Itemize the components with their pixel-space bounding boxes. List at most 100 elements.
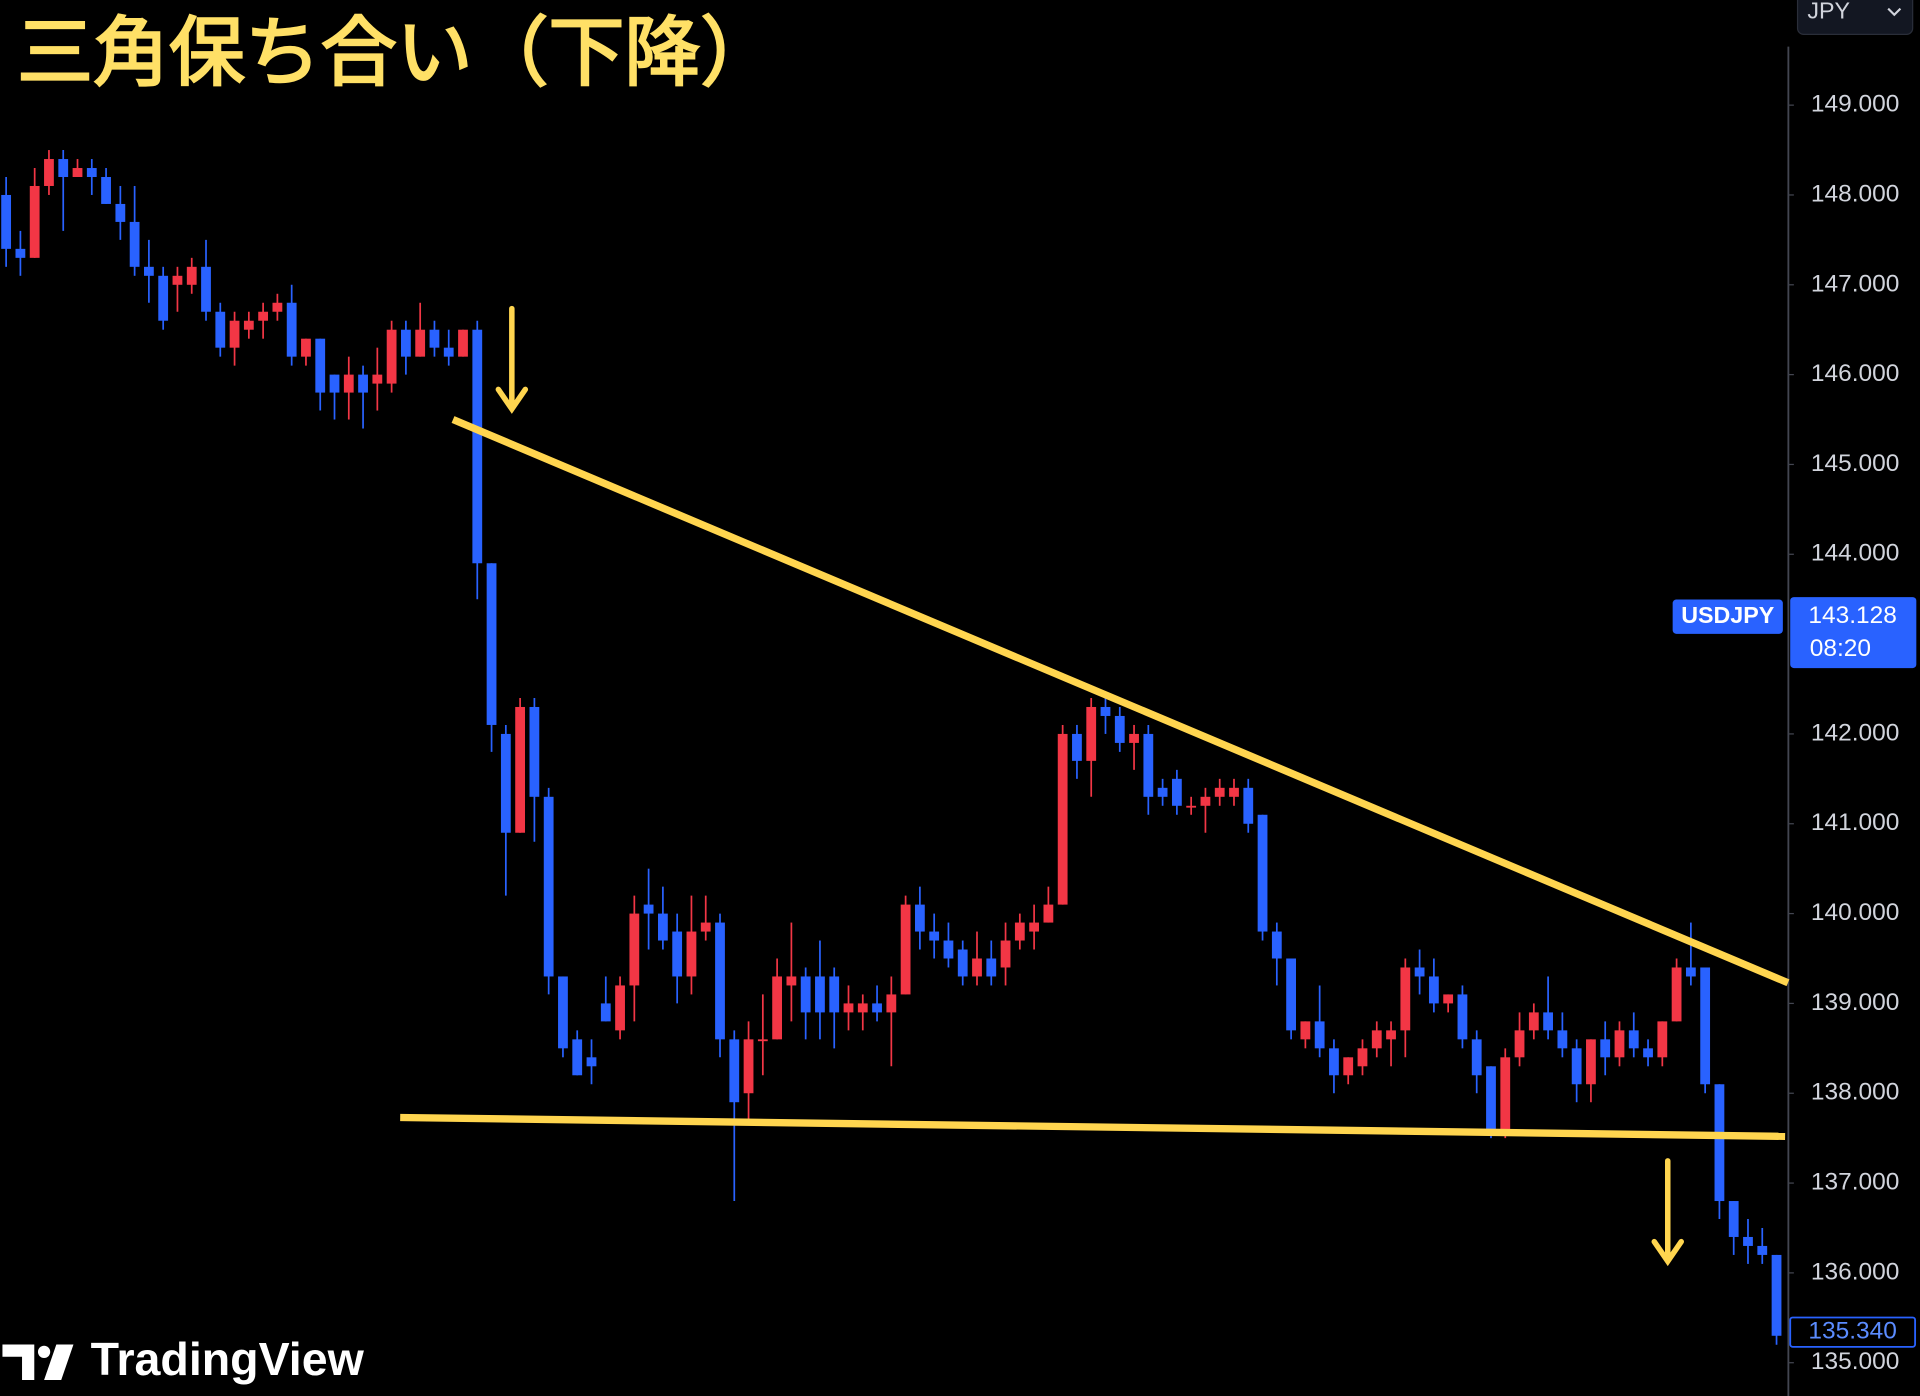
candle-body [1743, 1236, 1753, 1246]
candle-body [29, 185, 40, 258]
candle-body [872, 1003, 882, 1013]
candle-body [1500, 1057, 1511, 1130]
arrow [495, 305, 529, 414]
candle-body [1543, 1012, 1553, 1031]
candle-body [1057, 733, 1068, 905]
candle-body [1200, 796, 1211, 806]
candle-body [1657, 1021, 1668, 1058]
candle-body [1457, 994, 1468, 1040]
candle-body [600, 1003, 611, 1022]
candle-body [386, 329, 397, 384]
candle-body [772, 976, 783, 1040]
candle-body [1757, 1245, 1768, 1255]
candle-body [1586, 1039, 1596, 1085]
y-tick-label: 138.000 [1811, 1079, 1899, 1106]
y-tick-label: 137.000 [1811, 1169, 1899, 1196]
candle-body [729, 1039, 740, 1103]
candle-body [1086, 706, 1097, 761]
candle-body [529, 706, 540, 797]
candle-body [1471, 1039, 1482, 1076]
time-label: 08:20 [1810, 635, 1871, 662]
y-tick-label: 141.000 [1811, 809, 1899, 836]
y-tick-label: 146.000 [1811, 360, 1899, 387]
y-tick-label: 135.000 [1811, 1348, 1899, 1375]
candle-body [1143, 733, 1154, 797]
candle-body [315, 338, 326, 393]
trendline [451, 416, 1790, 987]
candle-body [1129, 733, 1139, 743]
candle-body [72, 168, 83, 178]
y-tick-label: 139.000 [1811, 989, 1899, 1016]
candle-body [1000, 940, 1011, 968]
arrow [1651, 1158, 1684, 1267]
candle-body [15, 248, 26, 258]
y-tick-label: 144.000 [1811, 540, 1899, 567]
candle-body [186, 266, 197, 285]
candle-body [1600, 1039, 1611, 1058]
candle-body [943, 940, 954, 959]
candle-body [1514, 1030, 1525, 1058]
candle-body [372, 374, 383, 384]
candle-body [472, 329, 483, 564]
candle-body [572, 1039, 583, 1076]
candle-body [158, 275, 169, 321]
plot [1, 150, 1782, 1345]
candle-body [58, 159, 69, 178]
candle-body [1400, 967, 1411, 1031]
candle-body [972, 958, 982, 977]
candle-body [1043, 904, 1054, 923]
candle-body [1014, 922, 1025, 941]
candle-body [1557, 1030, 1568, 1049]
candle-body [1214, 787, 1225, 797]
logo-icon [2, 1344, 74, 1381]
candle-body [400, 329, 411, 357]
candle-body [1186, 805, 1197, 808]
y-tick-label: 149.000 [1811, 91, 1899, 118]
candle-body [1029, 922, 1040, 932]
candle-body [1243, 787, 1254, 824]
candle-body [743, 1039, 754, 1094]
candle-body [458, 329, 468, 357]
candle-body [144, 266, 154, 276]
logo-dot [37, 1345, 51, 1358]
candle-body [515, 706, 526, 833]
candle-body [914, 904, 925, 932]
candle-body [929, 931, 940, 941]
candle-body [1371, 1030, 1382, 1049]
candle-body [1343, 1057, 1354, 1076]
candle-body [800, 976, 811, 1013]
candle-body [586, 1057, 597, 1067]
overlay [400, 305, 1790, 1267]
candle-body [1229, 787, 1239, 797]
candle-body [986, 958, 997, 977]
candle-body [672, 931, 683, 977]
candle-body [101, 177, 111, 204]
watermark: TradingView [91, 1333, 365, 1385]
candle-body [1443, 994, 1454, 1004]
candle-body [1357, 1048, 1368, 1067]
y-tick-label: 148.000 [1811, 180, 1899, 207]
price-badge [1790, 597, 1917, 669]
candle-body [1329, 1048, 1339, 1076]
candle-body [1157, 787, 1168, 797]
candle-body [86, 168, 97, 178]
last-price-badge [1789, 1316, 1917, 1348]
candle-body [201, 266, 211, 312]
candle-body [415, 329, 426, 357]
candle-body [1386, 1030, 1396, 1040]
currency-select[interactable] [1796, 0, 1914, 35]
candle-body [1643, 1048, 1653, 1058]
candle-body [172, 275, 183, 285]
candle-body [1571, 1048, 1582, 1085]
candle-body [957, 949, 968, 977]
candle-body [1771, 1254, 1782, 1336]
candle-body [343, 374, 354, 393]
candle-body [1300, 1021, 1311, 1040]
candle-body [1072, 733, 1082, 761]
symbol-badge [1672, 599, 1783, 634]
candle-body [243, 320, 254, 330]
candle-body [1685, 967, 1696, 977]
candle-body [1614, 1030, 1625, 1058]
